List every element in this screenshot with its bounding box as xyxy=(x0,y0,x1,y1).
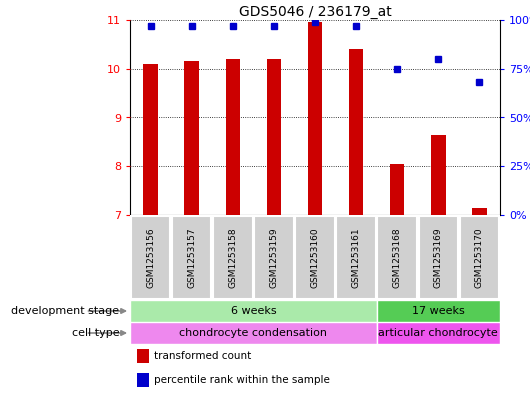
Text: development stage: development stage xyxy=(11,306,119,316)
Bar xyxy=(137,349,148,363)
Bar xyxy=(254,216,294,299)
Text: chondrocyte condensation: chondrocyte condensation xyxy=(179,328,328,338)
Bar xyxy=(377,300,500,322)
Text: GSM1253170: GSM1253170 xyxy=(475,227,484,288)
Bar xyxy=(308,22,322,215)
Bar xyxy=(377,322,500,344)
Bar xyxy=(267,59,281,215)
Bar xyxy=(172,216,211,299)
Bar xyxy=(377,216,417,299)
Bar xyxy=(460,216,499,299)
Title: GDS5046 / 236179_at: GDS5046 / 236179_at xyxy=(238,5,391,19)
Bar xyxy=(472,208,487,215)
Bar xyxy=(213,216,252,299)
Bar xyxy=(431,134,446,215)
Text: GSM1253160: GSM1253160 xyxy=(311,227,320,288)
Bar xyxy=(337,216,376,299)
Bar xyxy=(130,322,377,344)
Bar xyxy=(137,373,148,387)
Bar xyxy=(226,59,240,215)
Bar xyxy=(419,216,458,299)
Text: GSM1253159: GSM1253159 xyxy=(269,227,278,288)
Text: cell type: cell type xyxy=(72,328,119,338)
Text: 6 weeks: 6 weeks xyxy=(231,306,276,316)
Bar xyxy=(295,216,335,299)
Bar xyxy=(130,300,377,322)
Text: 17 weeks: 17 weeks xyxy=(412,306,465,316)
Bar xyxy=(184,61,199,215)
Bar xyxy=(143,64,158,215)
Text: articular chondrocyte: articular chondrocyte xyxy=(378,328,498,338)
Bar xyxy=(390,164,404,215)
Text: GSM1253157: GSM1253157 xyxy=(187,227,196,288)
Text: GSM1253169: GSM1253169 xyxy=(434,227,443,288)
Text: GSM1253158: GSM1253158 xyxy=(228,227,237,288)
Text: percentile rank within the sample: percentile rank within the sample xyxy=(154,375,330,385)
Text: GSM1253156: GSM1253156 xyxy=(146,227,155,288)
Text: GSM1253161: GSM1253161 xyxy=(351,227,360,288)
Bar xyxy=(131,216,170,299)
Text: GSM1253168: GSM1253168 xyxy=(393,227,402,288)
Text: transformed count: transformed count xyxy=(154,351,251,361)
Bar xyxy=(349,49,363,215)
